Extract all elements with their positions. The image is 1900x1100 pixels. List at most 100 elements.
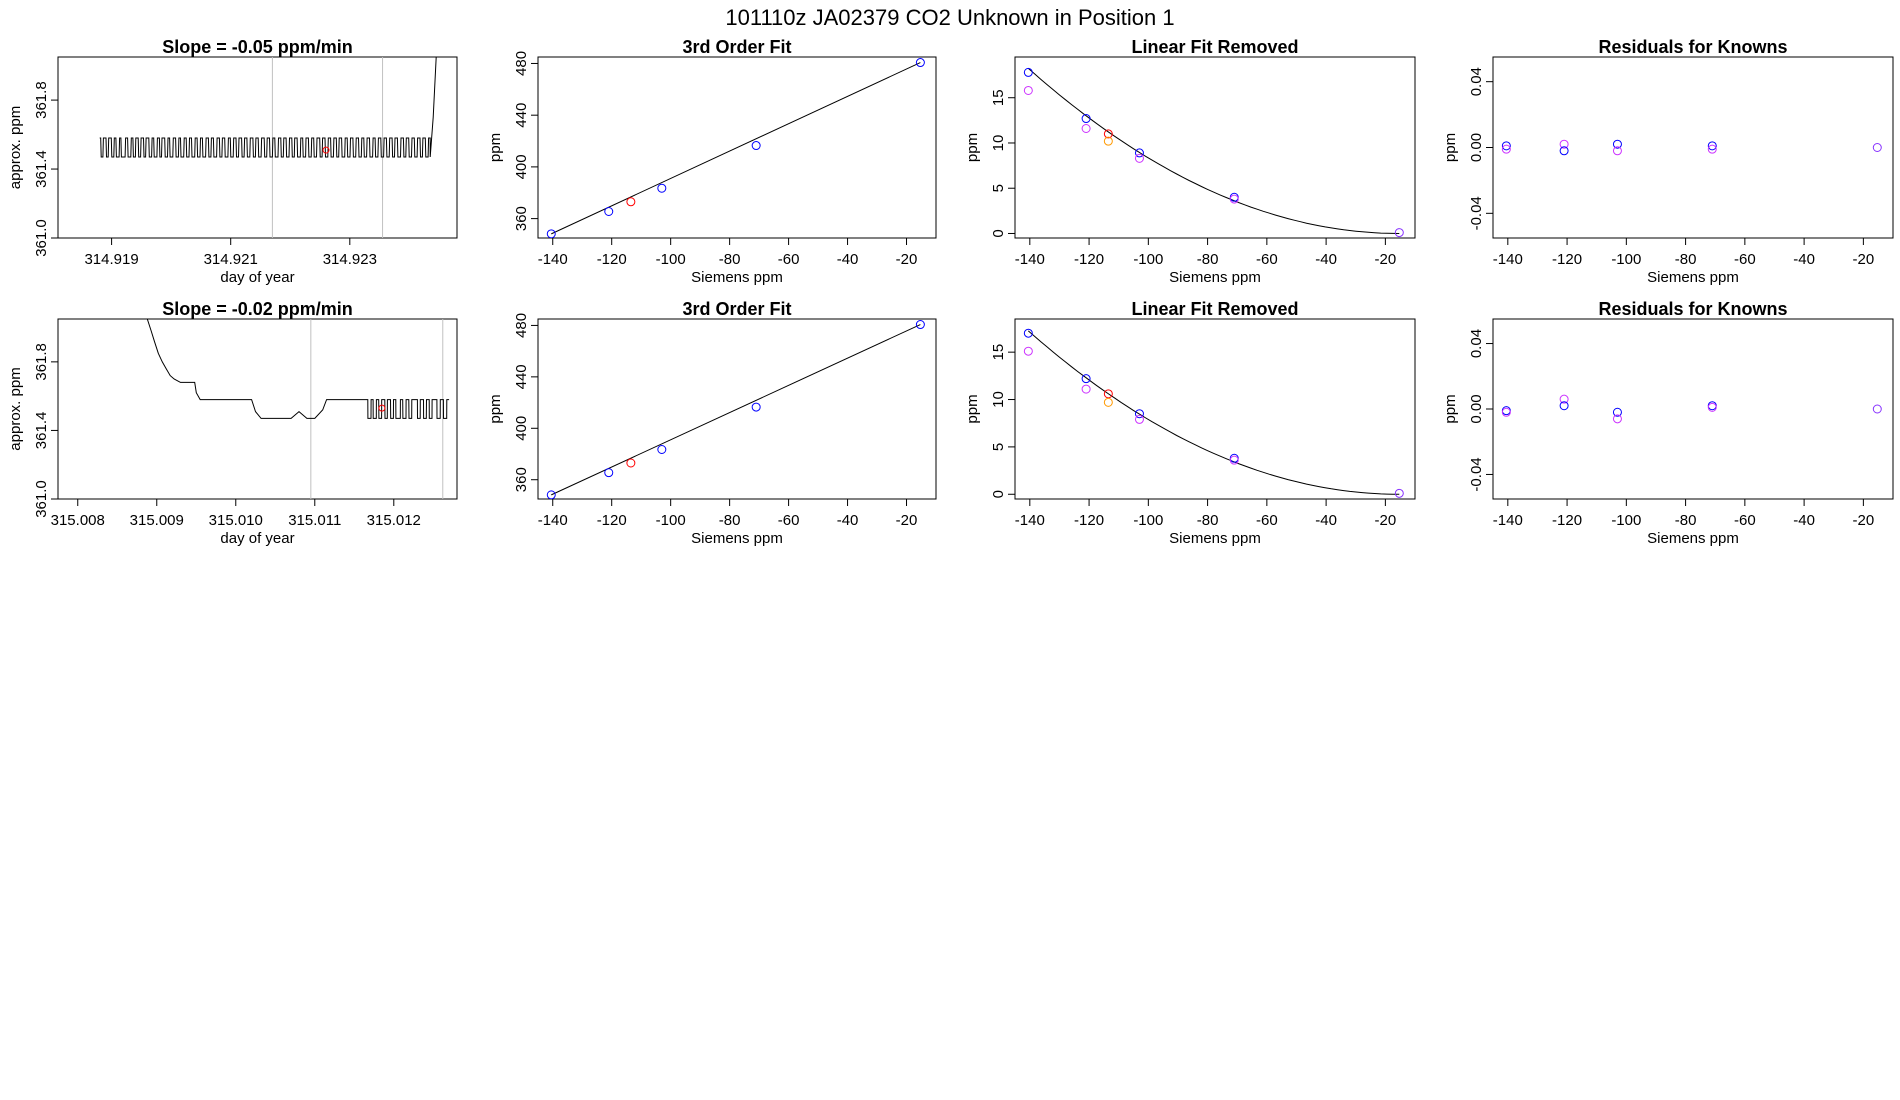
data-point [1612,414,1622,424]
x-tick-label: 315.009 [130,512,184,529]
x-axis-label: Siemens ppm [691,530,783,547]
data-point [546,490,556,499]
y-axis-label: ppm [487,133,504,162]
data-point [1134,409,1144,419]
x-tick-label: -60 [1256,251,1278,268]
data-point [1872,404,1882,414]
y-tick-label: 15 [990,89,1007,106]
x-tick-label: -40 [1793,251,1815,268]
x-tick-label: -20 [896,251,918,268]
y-tick-label: 361.0 [33,219,50,257]
chart-title: Residuals for Knowns [1598,299,1787,319]
data-point [546,229,556,238]
data-point [1103,129,1113,139]
y-tick-label: 15 [990,344,1007,361]
plot-frame [57,318,458,500]
data-point [1023,67,1033,77]
data-point [751,402,761,412]
y-tick-label: 361.8 [33,343,50,381]
x-tick-label: 314.921 [204,251,258,268]
data-point [1612,146,1622,156]
series-line [146,319,450,419]
x-tick-label: -60 [1734,251,1756,268]
plot-frame [57,56,458,239]
data-point [1103,397,1113,407]
data-point [1559,401,1569,411]
x-tick-label: 314.923 [323,251,377,268]
data-point [1501,144,1511,154]
chart-panel-2: 3rd Order Fit -140 -120 -100 -80 -60 -40 -20 Sie… [487,37,937,286]
x-axis-label: day of year [220,269,294,286]
fit-curve [551,62,921,235]
chart-panel-7: Linear Fit Removed -140 -120 -100 -80 -60 -40 -… [964,299,1416,547]
y-tick-label: 440 [513,364,530,389]
x-tick-label: -120 [1074,512,1104,529]
x-tick-label: -60 [1256,512,1278,529]
x-axis-label: Siemens ppm [1647,269,1739,286]
y-tick-label: 0 [990,490,1007,498]
data-point [1394,228,1404,238]
y-tick-label: 10 [990,135,1007,152]
series-line [99,57,437,158]
x-axis-label: Siemens ppm [1169,530,1261,547]
x-tick-label: -20 [1853,251,1875,268]
plot-data [99,57,437,238]
data-point [1023,85,1033,95]
plot-frame [1014,56,1416,239]
x-tick-label: -100 [1133,251,1163,268]
y-tick-label: 361.4 [33,412,50,450]
x-tick-label: -40 [1315,512,1337,529]
y-axis-label: ppm [1442,133,1459,162]
data-point [1134,153,1144,163]
data-point [657,445,667,454]
x-axis-label: day of year [220,530,294,547]
x-tick-label: -100 [656,512,686,529]
x-tick-label: -20 [1375,251,1397,268]
y-axis-label: ppm [487,394,504,423]
chart-panel-6: 3rd Order Fit -140 -120 -100 -80 -60 -40 -20 Sie… [487,299,937,547]
x-tick-label: -140 [1015,512,1045,529]
plot-data [546,58,925,238]
y-tick-label: 5 [990,443,1007,451]
x-axis-label: Siemens ppm [1169,269,1261,286]
data-point [1134,148,1144,158]
data-point [1612,407,1622,417]
y-axis-label: approx. ppm [7,367,24,450]
data-point [1559,146,1569,156]
data-point [1707,144,1717,154]
x-tick-label: -20 [1853,512,1875,529]
y-tick-label: 440 [513,103,530,128]
y-tick-label: 0 [990,229,1007,237]
y-tick-label: 360 [513,206,530,231]
chart-title: Linear Fit Removed [1131,299,1298,319]
y-tick-label: 0.00 [1468,394,1485,423]
chart-panel-8: Residuals for Knowns -140 -120 -100 -80 -60 -4… [1442,299,1894,547]
y-tick-label: 400 [513,154,530,179]
x-tick-label: -120 [597,251,627,268]
figure-title: 101110z JA02379 CO2 Unknown in Position … [725,5,1174,30]
chart-panels: Slope = -0.05 ppm/min 314.919 314.921 314.9… [7,37,1894,547]
data-point [1103,389,1113,399]
data-point [915,58,925,68]
x-tick-label: -40 [837,512,859,529]
x-tick-label: -60 [1734,512,1756,529]
chart-title: 3rd Order Fit [682,299,791,319]
unknown-marker [378,404,386,412]
y-tick-label: 361.4 [33,150,50,188]
x-tick-label: -100 [1133,512,1163,529]
data-point [1501,141,1511,151]
x-tick-label: -20 [896,512,918,529]
x-tick-label: -100 [1611,512,1641,529]
fit-curve [551,324,921,496]
y-tick-label: 360 [513,467,530,492]
x-axis-label: Siemens ppm [691,269,783,286]
x-tick-label: -120 [1074,251,1104,268]
data-point [1081,123,1091,133]
plot-data [1501,394,1882,424]
x-tick-label: 315.010 [209,512,263,529]
data-point [1612,139,1622,149]
chart-panel-3: Linear Fit Removed -140 -120 -100 -80 -60 -40 -… [964,37,1416,286]
plot-data [1023,328,1404,498]
unknown-marker [322,146,330,154]
